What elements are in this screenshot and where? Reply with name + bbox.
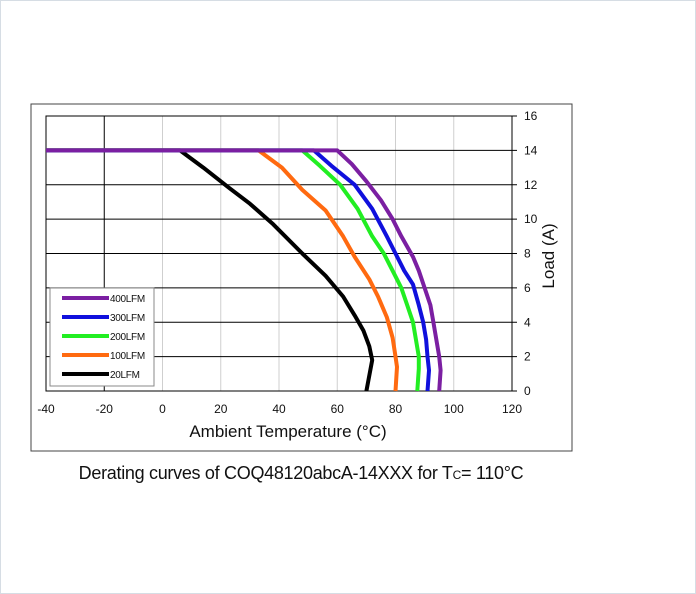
- y-tick-label: 16: [524, 109, 538, 123]
- caption-subscript: C: [452, 468, 462, 482]
- y-tick-label: 6: [524, 281, 531, 295]
- y-tick-label: 8: [524, 247, 531, 261]
- figure-caption: Derating curves of COQ48120abcA-14XXX fo…: [1, 463, 601, 484]
- legend: 400LFM 300LFM 200LFM 100LFM 20LFM: [49, 287, 155, 387]
- series-line-20lfm: [46, 148, 375, 392]
- y-tick-label: 10: [524, 212, 538, 226]
- x-axis-title: Ambient Temperature (°C): [189, 422, 386, 441]
- y-tick-label: 0: [524, 384, 531, 398]
- x-tick-label: 40: [272, 402, 286, 416]
- x-tick-label: 0: [159, 402, 166, 416]
- y-tick-label: 4: [524, 315, 531, 329]
- x-tick-label: 80: [389, 402, 403, 416]
- x-tick-label: -20: [96, 402, 114, 416]
- series-line-100lfm: [46, 148, 399, 392]
- series-lines: [46, 148, 443, 392]
- x-tick-label: -40: [37, 402, 55, 416]
- y-axis-title: Load (A): [539, 223, 558, 288]
- y-tick-label: 14: [524, 143, 538, 157]
- legend-label-300lfm: 300LFM: [110, 313, 145, 324]
- y-tick-label: 2: [524, 350, 531, 364]
- caption-main: Derating curves of COQ48120abcA-14XXX fo…: [78, 463, 453, 483]
- series-line-200lfm: [46, 148, 421, 392]
- caption-tail: = 110°C: [461, 463, 524, 483]
- x-tick-label: 20: [214, 402, 228, 416]
- series-line-400lfm: [46, 148, 443, 392]
- plot-area-frame: [45, 115, 513, 392]
- legend-label-200lfm: 200LFM: [110, 332, 145, 343]
- series-line-300lfm: [46, 148, 431, 392]
- y-tick-label: 12: [524, 178, 538, 192]
- x-tick-label: 60: [331, 402, 345, 416]
- legend-label-400lfm: 400LFM: [110, 294, 145, 305]
- x-tick-label: 120: [502, 402, 522, 416]
- legend-label-100lfm: 100LFM: [110, 351, 145, 362]
- legend-label-20lfm: 20LFM: [110, 370, 140, 381]
- chart-outer-frame: [30, 103, 573, 452]
- x-tick-label: 100: [444, 402, 464, 416]
